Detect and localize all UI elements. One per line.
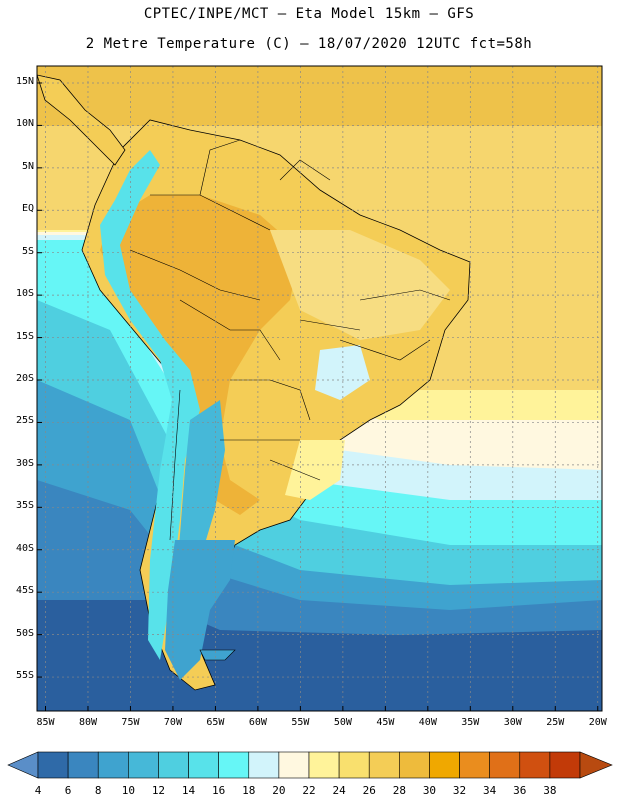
southern-brazil-region bbox=[285, 440, 345, 500]
lon-label: 50W bbox=[333, 717, 352, 728]
lon-label: 80W bbox=[78, 717, 97, 728]
lon-label: 75W bbox=[121, 717, 140, 728]
lat-label: 55S bbox=[15, 670, 34, 682]
map-frame bbox=[36, 65, 603, 712]
country-borders bbox=[129, 139, 451, 541]
colorbar-label: 22 bbox=[302, 784, 316, 797]
colorbar-box bbox=[308, 751, 340, 779]
lat-label: 25S bbox=[15, 415, 34, 427]
lat-label: 5S bbox=[21, 245, 34, 257]
lat-label: 15N bbox=[15, 75, 34, 87]
map-title-line1: CPTEC/INPE/MCT – Eta Model 15km – GFS bbox=[143, 6, 475, 22]
lon-label: 40W bbox=[418, 717, 437, 728]
lat-label: EQ bbox=[21, 203, 34, 215]
colorbar-box bbox=[549, 751, 581, 779]
lat-label: 50S bbox=[15, 627, 34, 639]
colorbar-arrow-high bbox=[579, 751, 613, 779]
colorbar-label: 10 bbox=[121, 784, 135, 797]
lat-label: 45S bbox=[15, 585, 34, 597]
lat-label: 5N bbox=[21, 160, 34, 172]
colorbar-box bbox=[368, 751, 400, 779]
lat-label: 10N bbox=[15, 118, 34, 130]
colorbar-label: 30 bbox=[422, 784, 437, 797]
colorbar-box bbox=[248, 751, 280, 779]
colorbar-box bbox=[97, 751, 129, 779]
patagonia-cool-region bbox=[165, 540, 235, 680]
colorbar-box bbox=[338, 751, 370, 779]
lon-label: 35W bbox=[461, 717, 480, 728]
brazil-east-region bbox=[270, 230, 450, 340]
colorbar-box bbox=[519, 751, 551, 779]
colorbar-box bbox=[429, 751, 460, 779]
lat-label: 30S bbox=[15, 457, 34, 469]
colorbar-box bbox=[188, 751, 219, 779]
lon-label: 55W bbox=[291, 717, 310, 728]
colorbar-label: 26 bbox=[362, 784, 376, 797]
graticule bbox=[37, 66, 602, 711]
colorbar-box bbox=[37, 751, 69, 779]
colorbar-label: 20 bbox=[272, 784, 286, 797]
lon-label: 70W bbox=[163, 717, 182, 728]
falklands bbox=[199, 649, 236, 661]
colorbar-box bbox=[278, 751, 310, 779]
lon-label: 45W bbox=[376, 717, 395, 728]
colorbar-label: 14 bbox=[181, 784, 196, 797]
lat-label: 35S bbox=[15, 500, 34, 512]
colorbar bbox=[7, 751, 613, 779]
amazon-warm-region bbox=[100, 195, 300, 515]
colorbar-box bbox=[489, 751, 521, 779]
lat-label: 10S bbox=[15, 288, 34, 300]
colorbar-label: 38 bbox=[543, 784, 557, 797]
colorbar-label: 12 bbox=[151, 784, 166, 797]
map-title-line2: 2 Metre Temperature (C) – 18/07/2020 12U… bbox=[85, 36, 533, 52]
colorbar-label: 32 bbox=[452, 784, 467, 797]
lon-label: 25W bbox=[546, 717, 565, 728]
colorbar-box bbox=[459, 751, 490, 779]
lon-label: 30W bbox=[503, 717, 522, 728]
lon-label: 85W bbox=[36, 717, 55, 728]
axis-ticks bbox=[37, 82, 599, 711]
lon-label: 60W bbox=[248, 717, 267, 728]
colorbar-box bbox=[218, 751, 250, 779]
colorbar-label: 36 bbox=[513, 784, 527, 797]
lat-label: 20S bbox=[15, 373, 34, 384]
colorbar-box bbox=[158, 751, 189, 779]
colorbar-box bbox=[399, 751, 430, 779]
highland-cool-spot bbox=[315, 345, 370, 400]
colorbar-label: 34 bbox=[483, 784, 497, 797]
temperature-field bbox=[37, 66, 602, 711]
colorbar-label: 24 bbox=[332, 784, 346, 797]
lat-label: 40S bbox=[15, 542, 34, 554]
lon-label: 65W bbox=[206, 717, 225, 728]
lat-label: 15S bbox=[15, 330, 34, 342]
colorbar-box bbox=[128, 751, 159, 779]
colorbar-label: 18 bbox=[242, 784, 256, 797]
colorbar-arrow-low bbox=[7, 751, 39, 779]
colorbar-label: 16 bbox=[212, 784, 226, 797]
caribbean-warm-band bbox=[37, 66, 602, 126]
colorbar-label: 6 bbox=[64, 784, 72, 797]
andes-cold-strip bbox=[100, 150, 200, 660]
colorbar-label: 28 bbox=[392, 784, 406, 797]
colorbar-label: 8 bbox=[94, 784, 102, 797]
colorbar-box bbox=[67, 751, 99, 779]
colorbar-label: 4 bbox=[34, 784, 42, 797]
central-america-land bbox=[37, 74, 126, 166]
lon-label: 20W bbox=[588, 717, 607, 728]
